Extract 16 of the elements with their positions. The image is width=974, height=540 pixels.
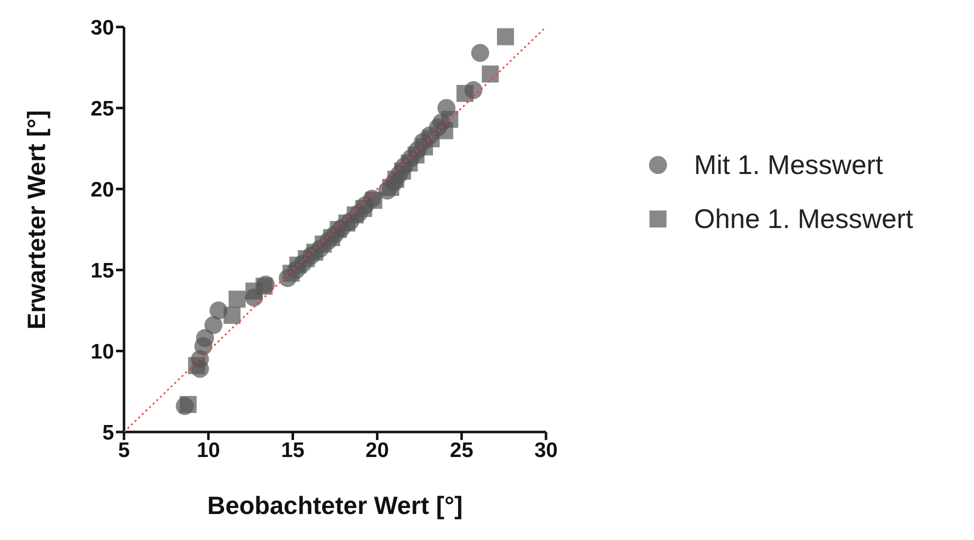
- x-axis-title: Beobachteter Wert [°]: [207, 492, 463, 520]
- y-tick-label: 25: [90, 97, 114, 120]
- x-tick-label: 15: [281, 438, 305, 462]
- y-tick-label: 10: [90, 340, 114, 364]
- legend-label: Ohne 1. Messwert: [694, 204, 914, 234]
- x-tick-label: 10: [196, 438, 220, 462]
- x-tick-label: 25: [450, 438, 474, 462]
- y-tick-label: 5: [102, 421, 114, 444]
- legend-label: Mit 1. Messwert: [694, 150, 884, 180]
- x-tick-label: 5: [118, 438, 130, 462]
- x-tick-label: 30: [534, 438, 558, 462]
- y-tick-label: 20: [90, 178, 114, 202]
- x-tick-label: 20: [366, 438, 389, 462]
- y-axis-title: Erwarteter Wert [°]: [22, 110, 51, 330]
- y-tick-label: 15: [90, 259, 114, 282]
- y-tick-label: 30: [90, 16, 114, 40]
